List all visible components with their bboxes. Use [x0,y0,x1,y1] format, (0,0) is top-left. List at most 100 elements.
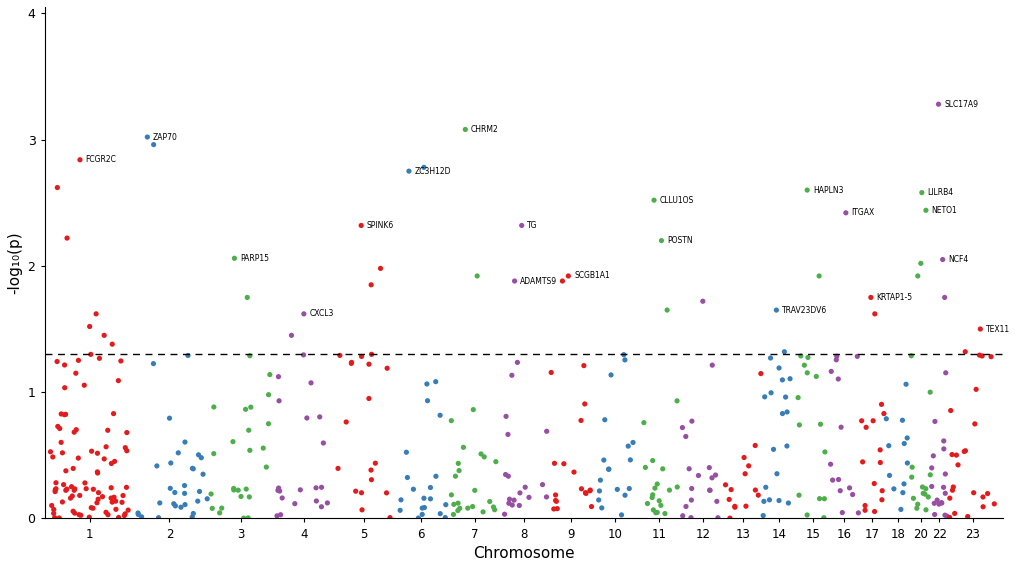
Point [827,352,844,361]
Point [162,458,178,467]
Point [582,486,598,495]
Text: ADAMTS9: ADAMTS9 [519,277,556,286]
Point [397,448,414,457]
Text: CXCL3: CXCL3 [309,310,333,318]
Point [538,492,554,502]
Point [303,378,319,387]
Point [419,379,435,389]
Point [183,512,200,521]
Point [668,482,685,491]
Point [49,357,65,366]
Point [971,324,987,333]
Point [445,500,462,509]
Point [815,513,832,522]
Point [935,511,952,520]
Point [635,418,651,427]
Point [873,486,890,495]
Point [716,481,733,490]
Point [720,495,737,504]
Point [414,510,430,519]
Text: PARP15: PARP15 [239,254,269,263]
Point [612,511,629,520]
Point [98,508,114,517]
Point [98,442,114,452]
Point [499,471,516,481]
Point [644,490,660,499]
Point [678,502,694,511]
Point [56,361,72,370]
Point [270,372,286,381]
Point [204,504,220,513]
Point [746,441,762,450]
Point [985,499,1002,508]
Point [534,480,550,489]
Point [856,506,872,515]
Point [43,447,59,456]
Text: NETO1: NETO1 [930,206,957,215]
Point [600,465,616,474]
Point [184,464,201,473]
Point [726,503,742,512]
Point [555,460,572,469]
Point [917,206,933,215]
Point [90,495,106,504]
Point [166,488,182,497]
Point [451,504,468,513]
Point [59,485,75,494]
Point [372,264,388,273]
Point [51,513,67,523]
Point [690,471,706,480]
Point [796,361,812,370]
Point [274,494,290,503]
Point [822,367,839,376]
Point [945,482,961,491]
Point [410,513,426,523]
Point [89,467,105,477]
Point [65,507,82,516]
Point [815,494,832,503]
Point [894,488,910,497]
Point [272,510,288,519]
Point [934,444,951,453]
Point [47,485,63,494]
Point [57,410,73,419]
Point [773,375,790,385]
Point [959,512,975,521]
Point [775,347,792,356]
Point [445,510,462,519]
Point [296,310,312,319]
Point [133,512,150,521]
Point [897,379,913,389]
Point [925,499,942,508]
Point [58,466,74,475]
Text: SLC17A9: SLC17A9 [944,100,977,108]
Point [442,416,459,425]
Point [792,352,808,361]
Point [240,492,257,502]
Point [110,376,126,385]
Point [258,462,274,471]
Point [100,426,116,435]
Point [379,364,395,373]
Point [884,485,901,494]
Point [106,457,122,466]
Point [899,458,915,467]
Point [71,510,88,519]
Point [505,277,522,286]
Point [652,501,668,510]
Point [866,310,882,319]
Point [82,513,98,522]
Point [652,236,668,245]
Point [65,464,82,473]
Point [378,488,394,498]
Point [113,356,129,365]
Point [269,511,285,520]
Point [709,513,726,523]
Point [573,485,589,494]
Point [790,491,806,500]
Point [833,423,849,432]
Point [873,495,890,504]
Point [674,511,690,520]
Point [203,490,219,499]
Point [46,505,62,514]
